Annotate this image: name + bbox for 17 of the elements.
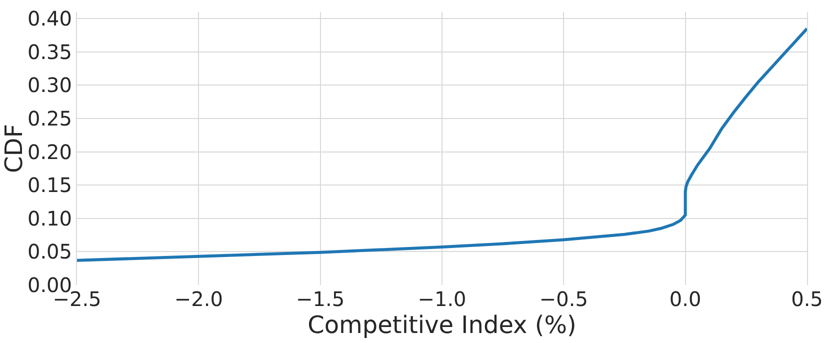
y-tick-label: 0.30 — [27, 73, 72, 98]
x-tick-label: 0.5 — [791, 287, 823, 311]
y-tick-label: 0.05 — [27, 240, 72, 264]
y-tick-label: 0.35 — [27, 40, 72, 64]
y-axis-title: CDF — [0, 124, 28, 174]
y-tick-label: 0.40 — [27, 6, 72, 31]
x-tick-label: 0.0 — [669, 287, 702, 311]
y-tick-label: 0.20 — [27, 140, 72, 164]
line-series — [77, 27, 807, 262]
x-tick-label: −2.0 — [174, 287, 223, 311]
x-tick-label: −0.5 — [539, 287, 588, 311]
y-tick-label: 0.15 — [27, 173, 72, 198]
x-axis-title: Competitive Index (%) — [308, 311, 576, 339]
x-tick-label: −1.5 — [296, 287, 345, 311]
x-tick-label: −1.0 — [418, 287, 466, 311]
y-tick-label: 0.10 — [27, 206, 72, 230]
y-tick-label: 0.25 — [27, 106, 72, 131]
